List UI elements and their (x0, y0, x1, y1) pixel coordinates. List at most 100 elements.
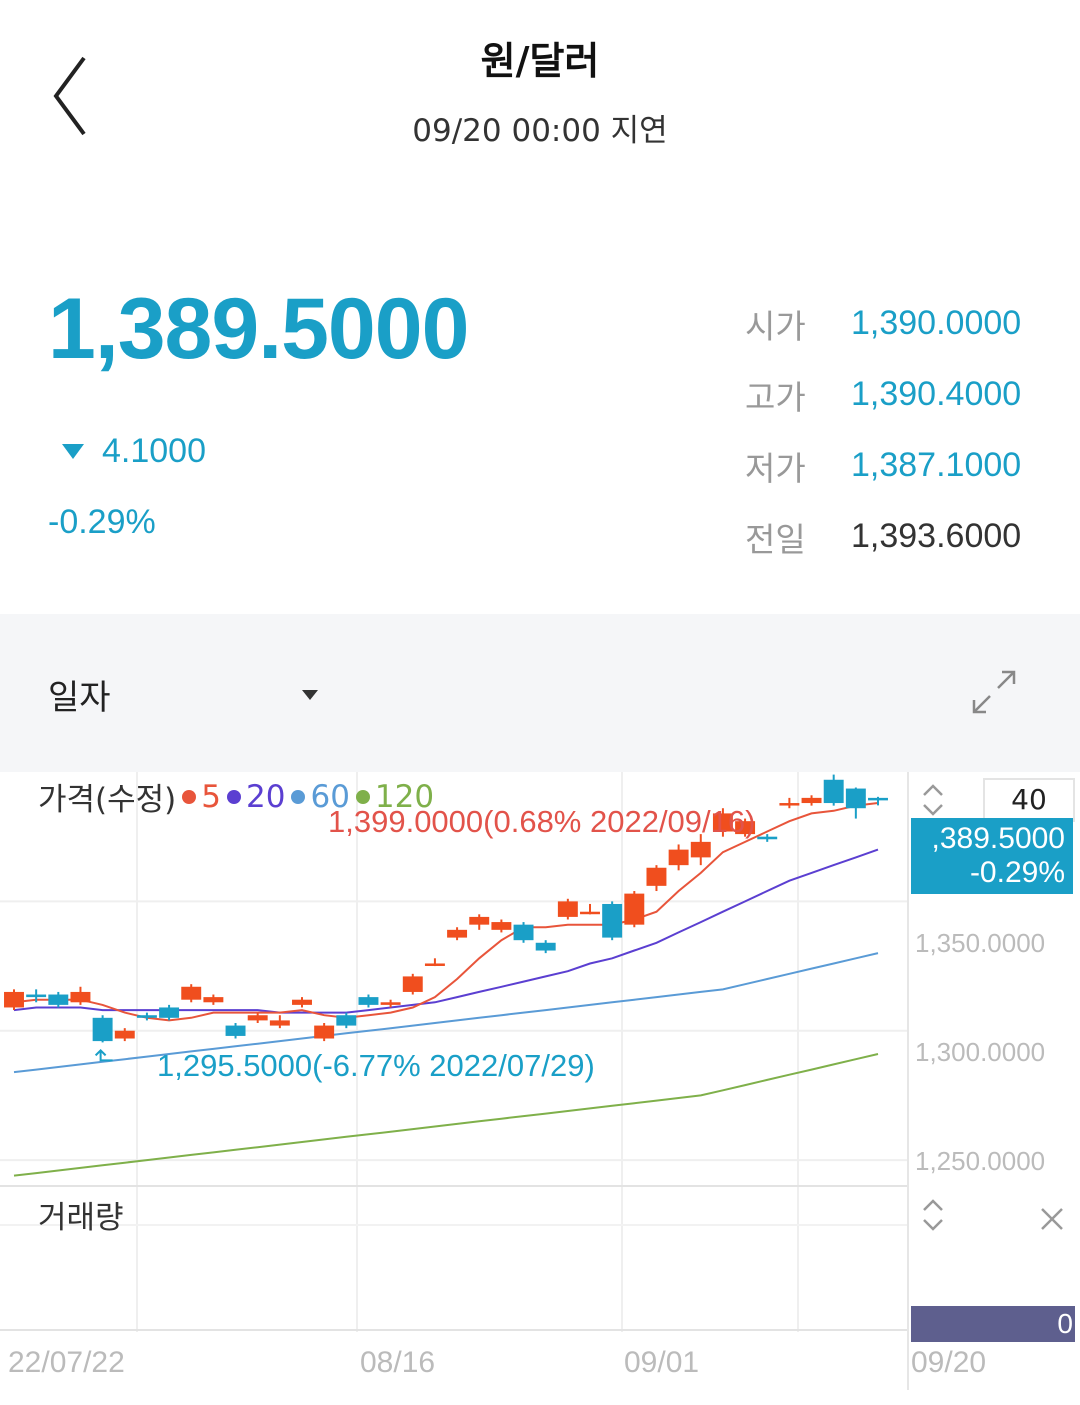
candle-body (690, 841, 711, 858)
legend-label: 120 (374, 778, 435, 815)
volume-label: 거래량 (38, 1200, 124, 1236)
chart-area[interactable]: 가격(수정) 5 20 60 120 1,399.0000(0.68% 2022… (0, 772, 1080, 1390)
candle-body (779, 803, 800, 806)
candle-body (48, 994, 69, 1005)
candle-body (247, 1015, 268, 1021)
candle-body (26, 994, 47, 998)
stat-open: 시가 1,390.0000 (745, 288, 1045, 359)
candle-body (602, 903, 623, 938)
x-tick: 09/01 (624, 1346, 700, 1379)
stat-value: 1,393.6000 (851, 517, 1022, 555)
price-change: 4.1000 (62, 432, 206, 471)
min-marker (94, 1048, 107, 1057)
min-annotation: 1,295.5000(-6.77% 2022/07/29) (157, 1048, 595, 1083)
candle-body (402, 976, 423, 992)
change-percent: -0.29% (48, 503, 156, 541)
candle-body (159, 1007, 180, 1018)
y-axis-panel: 40 ,389.5000 -0.29% 1,350.0000 1,300.000… (907, 772, 1080, 1390)
candle-body (92, 1017, 113, 1042)
candle-body (181, 986, 202, 1000)
stats-panel: 시가 1,390.0000 고가 1,390.4000 저가 1,387.100… (745, 288, 1045, 572)
price-tag-value: ,389.5000 (931, 822, 1065, 855)
candle-body (447, 929, 468, 938)
x-tick: 08/16 (360, 1346, 436, 1379)
candle-body (114, 1030, 135, 1039)
candle-body (424, 963, 445, 966)
down-triangle-icon (62, 444, 84, 459)
candle-body (269, 1020, 290, 1026)
candle-body (535, 942, 556, 951)
candle-body (801, 797, 822, 804)
candle-body (712, 813, 733, 832)
candle-body (4, 991, 24, 1008)
y-tick: 1,250.0000 (915, 1146, 1046, 1176)
candle-body (580, 911, 600, 915)
legend-dot (355, 789, 370, 804)
candle-body (513, 924, 534, 941)
chart-legend: 가격(수정) 5 20 60 120 (38, 774, 434, 819)
legend-label: 5 (201, 778, 222, 815)
max-annotation: 1,399.0000(0.68% 2022/09/16) (328, 804, 756, 839)
candle-body (203, 997, 224, 1003)
ma60-line (13, 952, 879, 1074)
y-tick: 1,350.0000 (915, 928, 1046, 958)
zoom-count-input[interactable]: 40 (983, 778, 1075, 822)
stat-value: 1,390.0000 (851, 304, 1022, 342)
back-button[interactable] (40, 40, 110, 150)
y-tick: 1,300.0000 (915, 1037, 1046, 1067)
legend-ma60: 60 (291, 778, 350, 815)
close-icon[interactable] (1039, 1206, 1065, 1232)
legend-dot (291, 789, 306, 804)
candle-body (735, 821, 756, 835)
change-value: 4.1000 (102, 432, 206, 470)
stat-label: 저가 (745, 448, 806, 488)
candle-body (314, 1025, 335, 1039)
current-price-tag: ,389.5000 -0.29% (911, 818, 1073, 894)
updown-icon[interactable] (921, 1197, 945, 1233)
x-tick: 22/07/22 (8, 1346, 125, 1379)
period-label: 일자 (48, 678, 111, 718)
candle-body (757, 836, 778, 840)
legend-ma120: 120 (355, 778, 435, 815)
volume-value-tag: 0 (911, 1306, 1075, 1342)
price-chart[interactable] (0, 772, 907, 1390)
stat-label: 고가 (745, 377, 806, 417)
legend-ma20: 20 (227, 779, 285, 815)
expand-button[interactable] (968, 666, 1020, 718)
caret-down-icon (302, 690, 318, 700)
candle-body (469, 916, 490, 925)
chevron-left-icon (53, 56, 86, 136)
legend-ma5: 5 (182, 779, 221, 815)
stat-label: 시가 (745, 306, 806, 346)
stat-label: 전일 (745, 519, 806, 559)
stat-low: 저가 1,387.1000 (745, 430, 1045, 501)
quote-time: 09/20 00:00 지연 (412, 113, 668, 149)
x-tick: 09/20 (911, 1346, 987, 1379)
page-title: 원/달러 (480, 39, 600, 83)
min-marker (99, 1050, 113, 1062)
expand-icon (972, 670, 1016, 714)
price-tag-pct: -0.29% (969, 856, 1065, 889)
candle-body (336, 1015, 357, 1026)
candle-body (70, 991, 91, 1003)
legend-label: 20 (246, 778, 286, 815)
candle-body (292, 999, 312, 1005)
updown-icon[interactable] (921, 782, 945, 818)
candle-body (624, 893, 645, 925)
candle-body (380, 1002, 401, 1005)
candle-body (845, 788, 866, 809)
candle-body (668, 849, 689, 866)
period-select[interactable]: 일자 (48, 670, 328, 720)
legend-dot (227, 789, 242, 804)
legend-title: 가격(수정) (38, 782, 177, 818)
candle-body (557, 901, 578, 917)
candle-body (823, 779, 844, 804)
candle-body (646, 867, 667, 886)
candle-body (136, 1015, 157, 1018)
ma120-line (13, 1053, 879, 1177)
current-price: 1,389.5000 (48, 281, 469, 377)
legend-label: 60 (310, 778, 350, 815)
chart-toolbar: 일자 (0, 614, 1080, 772)
stat-prev-close: 전일 1,393.6000 (745, 501, 1045, 572)
ma5-line (13, 802, 879, 1022)
